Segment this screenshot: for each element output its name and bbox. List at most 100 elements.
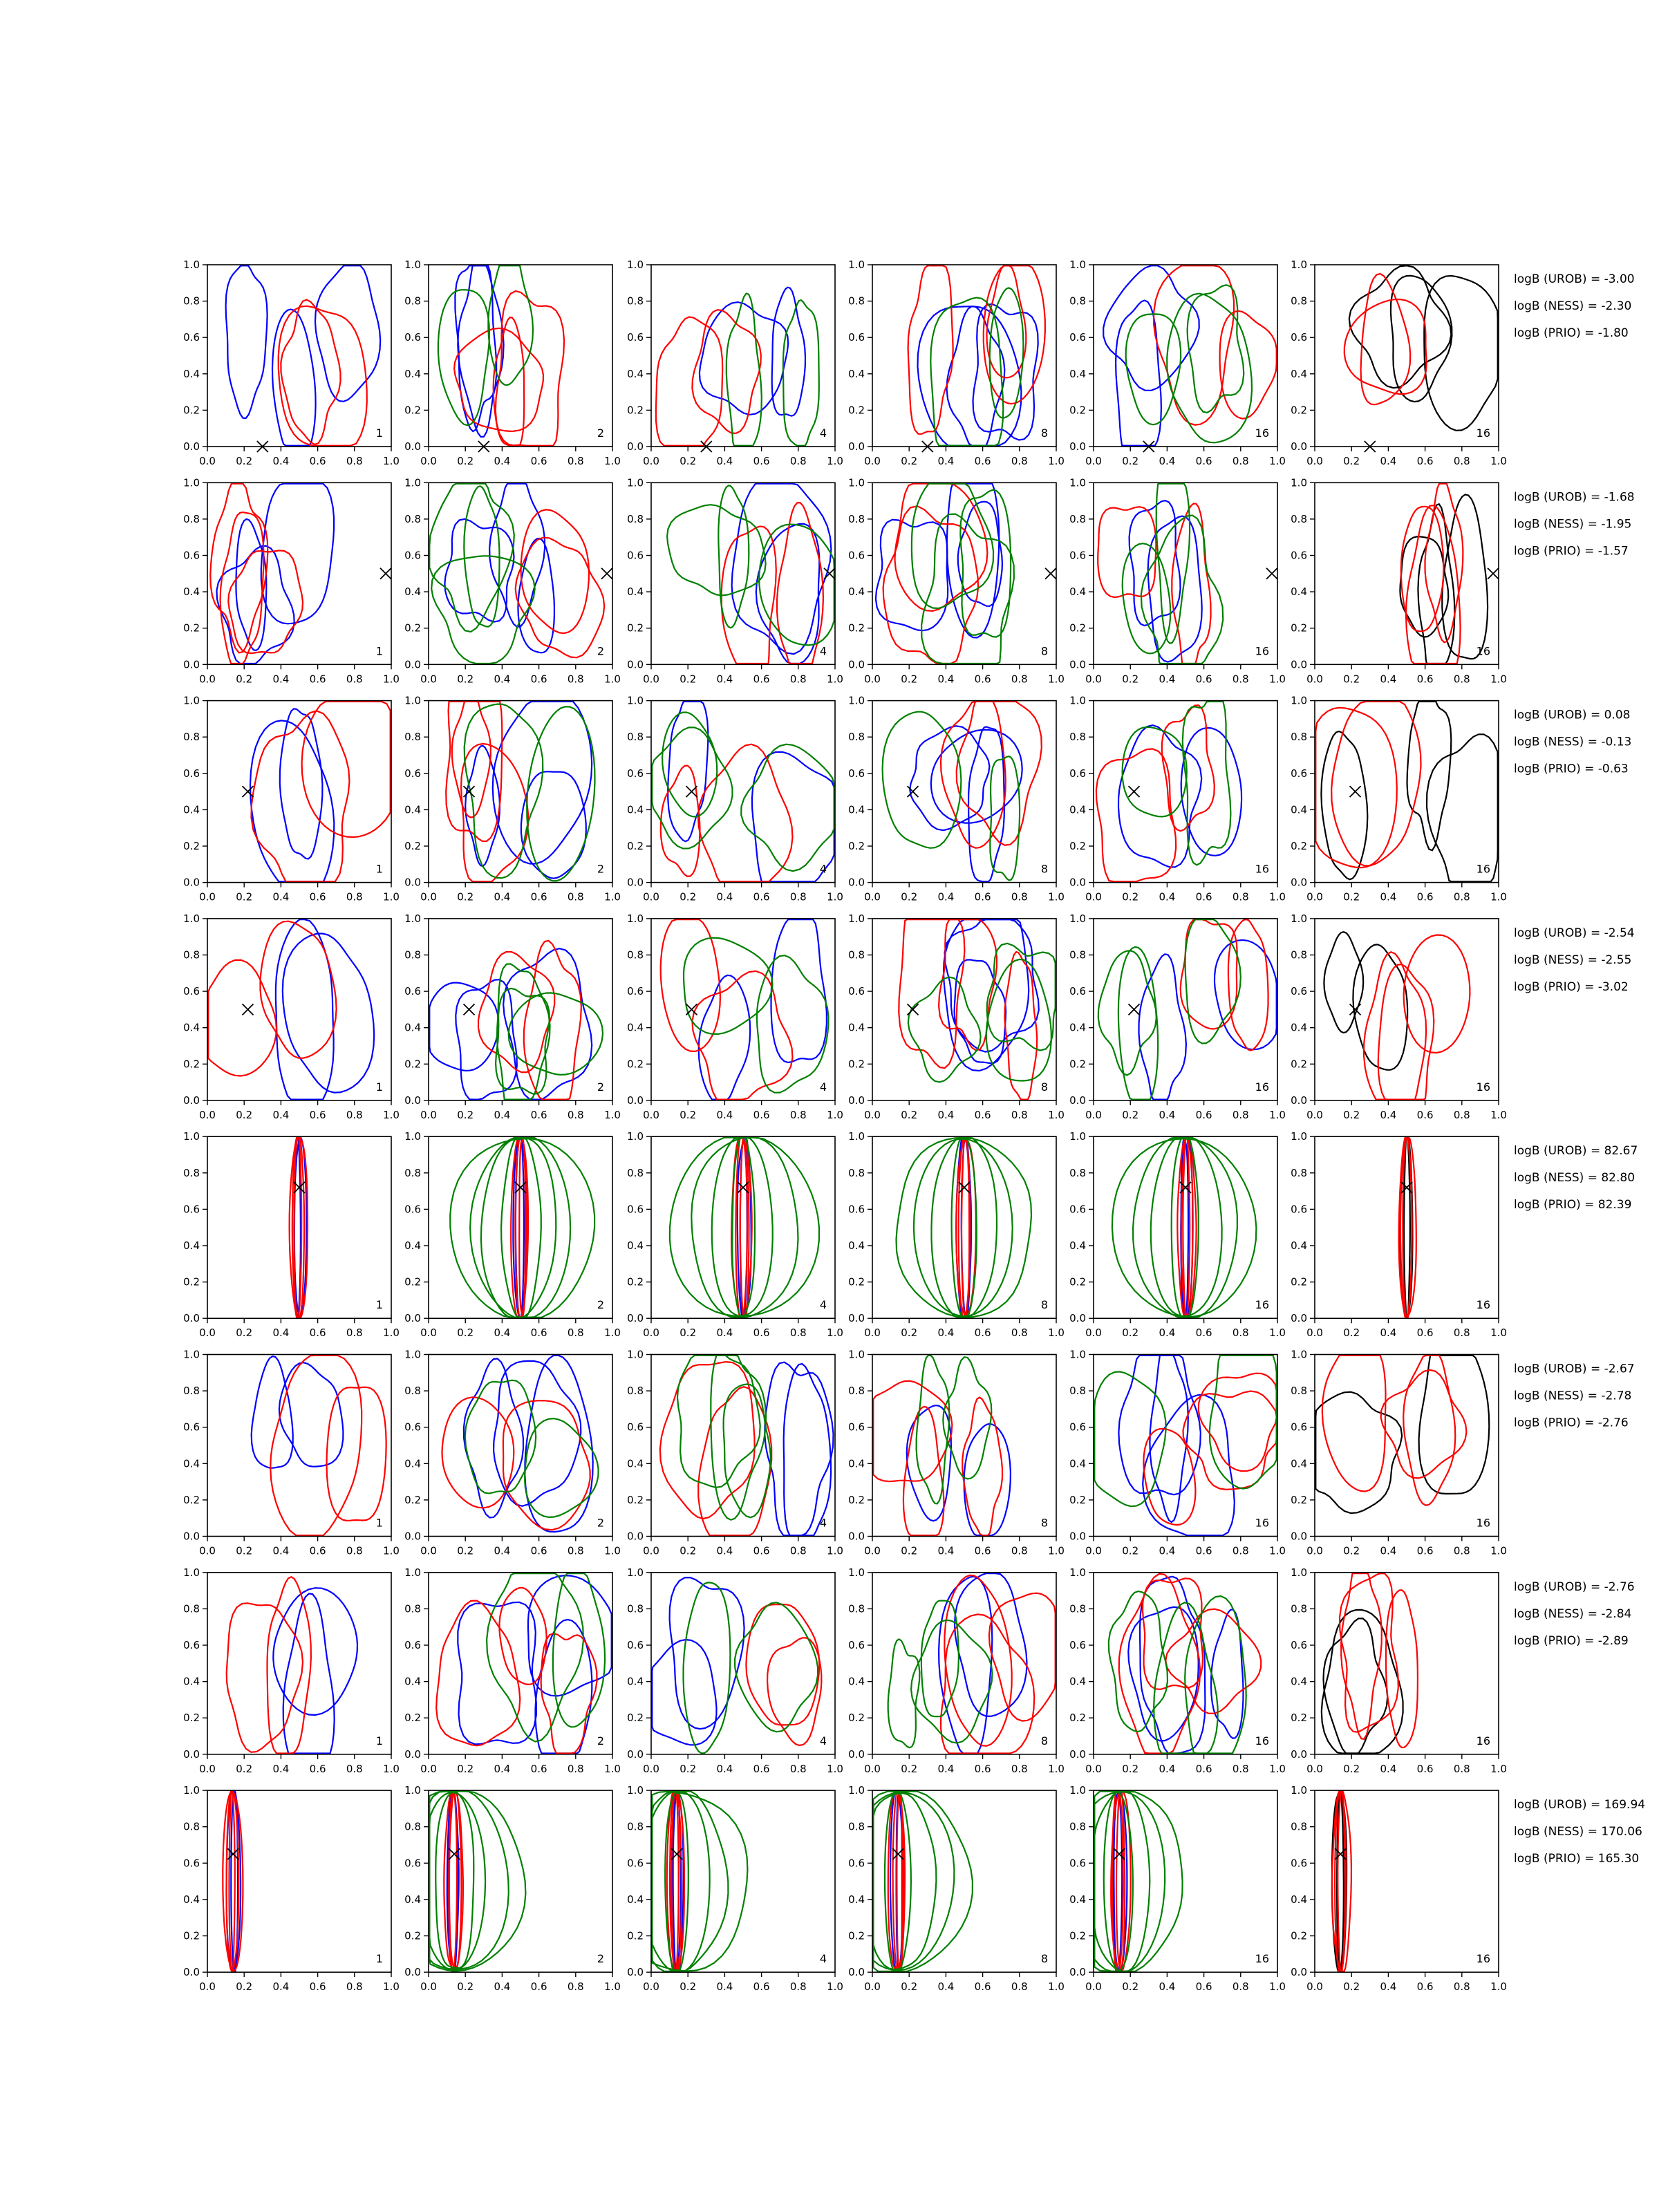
contour-line-blue <box>491 700 593 865</box>
x-tick-label: 1.0 <box>1048 1109 1065 1121</box>
contour-line-red <box>435 1600 521 1747</box>
y-tick-label: 0.8 <box>1069 1167 1086 1179</box>
y-tick-label: 0.0 <box>1291 877 1307 889</box>
y-tick-label: 1.0 <box>1069 1566 1086 1579</box>
axes-frame <box>1093 1136 1278 1319</box>
contour-line-blue <box>697 974 751 1100</box>
y-tick-label: 0.6 <box>404 985 421 997</box>
contour-line-red <box>659 765 701 877</box>
y-tick-label: 0.6 <box>404 1203 421 1215</box>
y-tick-label: 0.4 <box>1069 1676 1086 1688</box>
axes-frame <box>207 1136 392 1319</box>
y-tick-label: 0.2 <box>183 404 200 416</box>
x-tick-label: 0.0 <box>199 1763 216 1775</box>
x-tick-label: 1.0 <box>383 455 400 467</box>
axes-frame <box>1093 1353 1278 1537</box>
x-tick-label: 0.2 <box>901 1327 917 1339</box>
contour-line-green <box>711 1136 774 1317</box>
x-tick-label: 0.6 <box>1417 1763 1434 1775</box>
contour-line-blue <box>937 1575 993 1754</box>
x-tick-label: 0.8 <box>1011 891 1028 903</box>
contour-line-blue <box>1138 953 1188 1100</box>
y-tick-label: 0.8 <box>183 1167 200 1179</box>
contour-line-blue <box>457 1601 538 1745</box>
x-tick-label: 1.0 <box>604 1327 621 1339</box>
x-tick-label: 0.2 <box>1122 891 1138 903</box>
x-tick-label: 0.0 <box>1306 1109 1323 1121</box>
y-tick-label: 1.0 <box>1291 259 1307 271</box>
contour-line-red <box>1118 1573 1201 1754</box>
x-tick-label: 0.8 <box>1454 455 1470 467</box>
x-tick-label: 0.8 <box>346 455 363 467</box>
contour-line-red <box>441 1396 515 1509</box>
y-tick-label: 0.4 <box>1291 1022 1307 1034</box>
contour-panel: 0.0 0.2 0.4 0.6 0.8 1.0 0.0 0.2 0.4 0.6 0.8 1.0 8 <box>848 476 1065 685</box>
x-tick-label: 0.8 <box>790 1327 807 1339</box>
contour-line-green <box>1170 1136 1199 1318</box>
contour-line-red <box>1377 964 1435 1100</box>
y-tick-label: 0.2 <box>848 622 865 635</box>
contour-panel: 0.0 0.2 0.4 0.6 0.8 1.0 0.0 0.2 0.4 0.6 0.8 1.0 1 <box>183 1784 400 1993</box>
true-value-marker <box>1400 1181 1413 1194</box>
contour-line-green <box>733 1602 819 1733</box>
x-tick-label: 0.6 <box>531 673 547 685</box>
panel-number-label: 4 <box>820 1298 827 1311</box>
contour-panel: 0.0 0.2 0.4 0.6 0.8 1.0 0.0 0.2 0.4 0.6 0.8 1.0 8 <box>848 1566 1065 1775</box>
y-tick-label: 0.6 <box>848 1857 865 1869</box>
contour-line-red <box>209 482 269 654</box>
x-tick-label: 1.0 <box>1490 1327 1507 1339</box>
x-tick-label: 0.8 <box>346 1763 363 1775</box>
panel-number-label: 16 <box>1255 1734 1269 1747</box>
x-tick-label: 0.4 <box>937 673 954 685</box>
panel-number-label: 16 <box>1255 1952 1269 1965</box>
x-tick-label: 1.0 <box>604 1763 621 1775</box>
x-tick-label: 1.0 <box>383 891 400 903</box>
x-tick-label: 1.0 <box>604 673 621 685</box>
x-tick-label: 0.6 <box>1196 891 1212 903</box>
x-tick-label: 0.4 <box>716 1980 733 1993</box>
y-tick-label: 0.4 <box>627 585 644 598</box>
y-tick-label: 0.8 <box>404 513 421 525</box>
contour-line-red <box>301 700 391 838</box>
y-tick-label: 1.0 <box>183 1349 200 1361</box>
y-tick-label: 0.6 <box>627 1639 644 1651</box>
y-tick-label: 0.2 <box>627 840 644 852</box>
y-tick-label: 0.6 <box>848 550 865 562</box>
panel-number-label: 16 <box>1477 1298 1490 1311</box>
contour-panel: 0.0 0.2 0.4 0.6 0.8 1.0 0.0 0.2 0.4 0.6 0.8 1.0 8 <box>848 259 1065 467</box>
x-tick-label: 0.8 <box>1011 673 1028 685</box>
x-tick-label: 0.6 <box>975 1980 991 1993</box>
contour-line-green <box>463 703 544 879</box>
y-tick-label: 0.0 <box>627 1312 644 1324</box>
contour-line-red <box>219 511 265 665</box>
contour-line-blue <box>1213 939 1277 1051</box>
contour-line-blue <box>957 500 1004 607</box>
x-tick-label: 1.0 <box>1269 891 1286 903</box>
x-tick-label: 0.2 <box>236 1327 252 1339</box>
x-tick-label: 0.2 <box>457 455 474 467</box>
contour-line-blue <box>667 700 709 843</box>
contour-line-green <box>731 1136 756 1319</box>
contour-line-blue <box>782 1362 832 1537</box>
contour-line-green <box>1117 946 1159 1100</box>
x-tick-label: 0.0 <box>199 1545 216 1557</box>
contour-line-red <box>540 1632 598 1754</box>
y-tick-label: 1.0 <box>627 1784 644 1797</box>
y-tick-label: 1.0 <box>183 1784 200 1797</box>
x-tick-label: 0.2 <box>679 1109 696 1121</box>
x-tick-label: 0.6 <box>1196 1327 1212 1339</box>
y-tick-label: 1.0 <box>183 1566 200 1579</box>
x-tick-label: 0.8 <box>1454 891 1470 903</box>
logb-annotation: logB (UROB) = -2.76 <box>1514 1580 1635 1594</box>
y-tick-label: 0.2 <box>183 1058 200 1070</box>
contour-line-red <box>1331 700 1422 867</box>
contour-line-blue <box>520 771 587 879</box>
axes-frame <box>1314 1572 1499 1755</box>
x-tick-label: 1.0 <box>604 891 621 903</box>
contour-line-red <box>1343 298 1427 395</box>
y-tick-label: 0.8 <box>404 731 421 743</box>
y-tick-label: 0.8 <box>1069 731 1086 743</box>
axes-frame <box>207 482 392 666</box>
x-tick-label: 0.4 <box>494 1763 510 1775</box>
x-tick-label: 0.6 <box>1417 1980 1434 1993</box>
